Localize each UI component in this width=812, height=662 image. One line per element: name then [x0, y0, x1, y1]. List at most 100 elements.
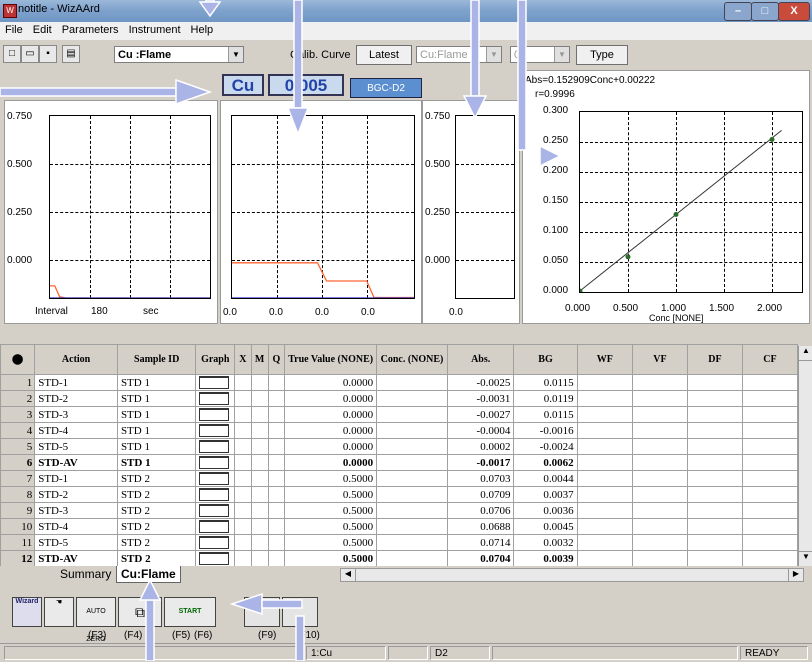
table-row[interactable]: 3 STD-3 STD 1 0.0000 -0.0027 0.0115: [0, 406, 798, 423]
cell-df[interactable]: [686, 502, 743, 519]
cell-abs[interactable]: 0.0714: [446, 534, 515, 551]
cell-action[interactable]: STD-AV: [34, 550, 118, 566]
blank-icon[interactable]: ⧉: [118, 597, 162, 627]
cell-abs[interactable]: -0.0031: [446, 390, 515, 407]
table-vertical-scrollbar[interactable]: ▲ ▼: [798, 346, 812, 566]
cell-sample-id[interactable]: STD 2: [116, 518, 197, 535]
table-row[interactable]: 5 STD-5 STD 1 0.0000 0.0002 -0.0024: [0, 438, 798, 455]
cell-graph[interactable]: [195, 502, 236, 519]
cell-bg[interactable]: 0.0039: [513, 550, 578, 566]
row-number[interactable]: 6: [0, 454, 36, 471]
cell-x[interactable]: [234, 374, 252, 391]
cell-sample-id[interactable]: STD 2: [116, 550, 197, 566]
cell-sample-id[interactable]: STD 2: [116, 534, 197, 551]
graph-thumbnail[interactable]: [199, 504, 230, 517]
hand-icon[interactable]: ☚: [44, 597, 74, 627]
cell-conc[interactable]: [376, 390, 448, 407]
cell-df[interactable]: [686, 486, 743, 503]
cell-graph[interactable]: [195, 534, 236, 551]
cell-df[interactable]: [686, 518, 743, 535]
col-graph[interactable]: Graph: [195, 344, 236, 375]
cell-vf[interactable]: [631, 518, 688, 535]
cell-graph[interactable]: [195, 518, 236, 535]
cell-bg[interactable]: 0.0119: [513, 390, 578, 407]
cell-true-value[interactable]: 0.5000: [284, 486, 378, 503]
col-bg[interactable]: BG: [513, 344, 578, 375]
graph-thumbnail[interactable]: [199, 376, 230, 389]
latest-button[interactable]: Latest: [356, 45, 412, 65]
cell-bg[interactable]: 0.0044: [513, 470, 578, 487]
row-number[interactable]: 12: [0, 550, 36, 566]
cell-q[interactable]: [267, 534, 286, 551]
cell-graph[interactable]: [195, 390, 236, 407]
cell-vf[interactable]: [631, 422, 688, 439]
cell-m[interactable]: [250, 422, 269, 439]
cell-abs[interactable]: -0.0004: [446, 422, 515, 439]
cell-wf[interactable]: [576, 486, 633, 503]
cell-graph[interactable]: [195, 438, 236, 455]
save-icon[interactable]: ▪: [39, 45, 57, 63]
cell-df[interactable]: [686, 374, 743, 391]
cell-vf[interactable]: [631, 374, 688, 391]
scroll-left-icon[interactable]: ◀: [341, 569, 356, 581]
table-row[interactable]: 2 STD-2 STD 1 0.0000 -0.0031 0.0119: [0, 390, 798, 407]
table-row[interactable]: 8 STD-2 STD 2 0.5000 0.0709 0.0037: [0, 486, 798, 503]
cell-conc[interactable]: [376, 534, 448, 551]
cell-m[interactable]: [250, 518, 269, 535]
cell-x[interactable]: [234, 454, 252, 471]
row-number[interactable]: 3: [0, 406, 36, 423]
cell-abs[interactable]: -0.0025: [446, 374, 515, 391]
cell-sample-id[interactable]: STD 1: [116, 406, 197, 423]
cell-sample-id[interactable]: STD 1: [116, 390, 197, 407]
table-row[interactable]: 6 STD-AV STD 1 0.0000 -0.0017 0.0062: [0, 454, 798, 471]
cell-action[interactable]: STD-2: [34, 390, 118, 407]
row-number[interactable]: 5: [0, 438, 36, 455]
cell-conc[interactable]: [376, 438, 448, 455]
graph-thumbnail[interactable]: [199, 456, 230, 469]
graph-thumbnail[interactable]: [199, 552, 230, 565]
graph-thumbnail[interactable]: [199, 488, 230, 501]
cell-true-value[interactable]: 0.5000: [284, 518, 378, 535]
cell-bg[interactable]: 0.0045: [513, 518, 578, 535]
graph-thumbnail[interactable]: [199, 440, 230, 453]
cell-wf[interactable]: [576, 454, 633, 471]
cell-vf[interactable]: [631, 502, 688, 519]
cell-cf[interactable]: [741, 518, 798, 535]
cell-abs[interactable]: 0.0703: [446, 470, 515, 487]
cell-q[interactable]: [267, 374, 286, 391]
cell-true-value[interactable]: 0.5000: [284, 550, 378, 566]
cell-action[interactable]: STD-4: [34, 518, 118, 535]
cell-m[interactable]: [250, 550, 269, 566]
cell-vf[interactable]: [631, 550, 688, 566]
cell-true-value[interactable]: 0.0000: [284, 438, 378, 455]
menu-file[interactable]: File: [5, 24, 23, 36]
table-row[interactable]: 1 STD-1 STD 1 0.0000 -0.0025 0.0115: [0, 374, 798, 391]
cell-abs[interactable]: 0.0709: [446, 486, 515, 503]
cell-cf[interactable]: [741, 406, 798, 423]
cell-df[interactable]: [686, 470, 743, 487]
cell-action[interactable]: STD-5: [34, 438, 118, 455]
cell-conc[interactable]: [376, 486, 448, 503]
row-number[interactable]: 4: [0, 422, 36, 439]
cell-wf[interactable]: [576, 518, 633, 535]
cell-abs[interactable]: -0.0027: [446, 406, 515, 423]
cell-graph[interactable]: [195, 486, 236, 503]
col-conc[interactable]: Conc. (NONE): [376, 344, 448, 375]
print-disabled-icon[interactable]: ▤: [244, 597, 280, 627]
curve-select[interactable]: Cu:Flame ▼: [416, 46, 502, 63]
cell-df[interactable]: [686, 550, 743, 566]
cell-sample-id[interactable]: STD 1: [116, 374, 197, 391]
cell-x[interactable]: [234, 390, 252, 407]
cell-vf[interactable]: [631, 438, 688, 455]
table-row[interactable]: 12 STD-AV STD 2 0.5000 0.0704 0.0039: [0, 550, 798, 566]
cell-action[interactable]: STD-1: [34, 374, 118, 391]
scroll-up-icon[interactable]: ▲: [799, 346, 812, 361]
cell-conc[interactable]: [376, 422, 448, 439]
scroll-right-icon[interactable]: ▶: [788, 569, 803, 581]
cell-cf[interactable]: [741, 422, 798, 439]
cell-x[interactable]: [234, 406, 252, 423]
cell-abs[interactable]: -0.0017: [446, 454, 515, 471]
cell-conc[interactable]: [376, 550, 448, 566]
close-button[interactable]: X: [778, 2, 810, 21]
cell-wf[interactable]: [576, 406, 633, 423]
